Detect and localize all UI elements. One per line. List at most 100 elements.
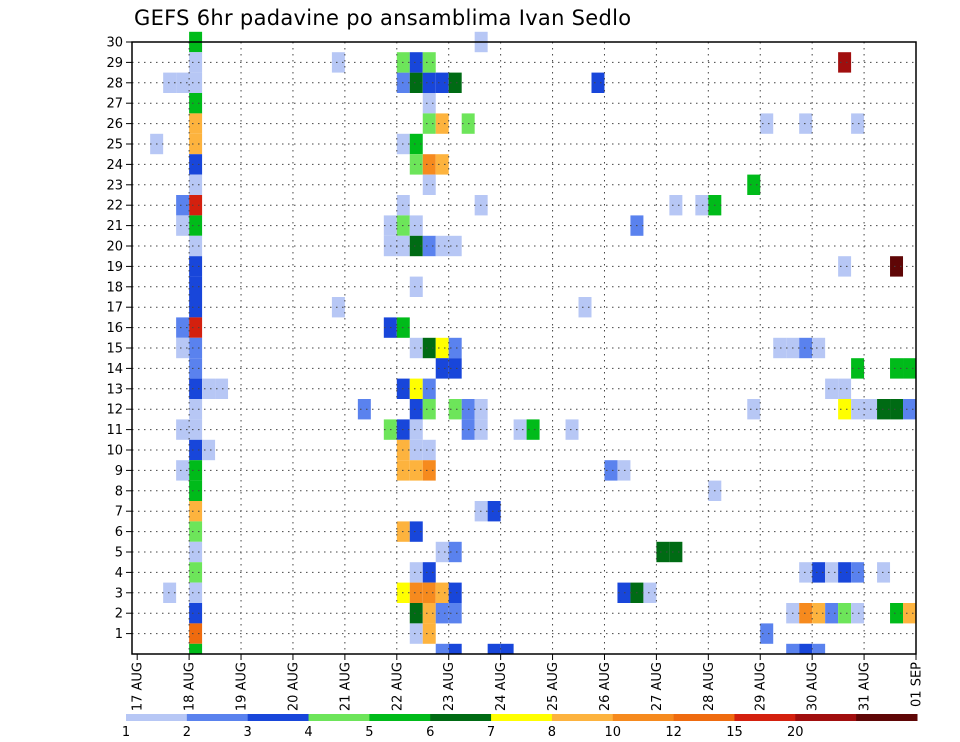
heatmap-cell (812, 337, 826, 359)
heatmap-cell (773, 337, 787, 359)
heatmap-cell (176, 215, 190, 236)
colorbar-swatch (126, 714, 188, 721)
heatmap-cell (409, 603, 423, 624)
colorbar-label: 10 (604, 725, 621, 740)
heatmap-cell (526, 419, 540, 440)
y-tick-label: 28 (106, 76, 123, 91)
heatmap-cell (189, 582, 203, 603)
x-tick-label: 30 AUG (806, 662, 821, 711)
heatmap-cell (760, 623, 774, 644)
heatmap-cell (500, 643, 514, 654)
heatmap-cell (825, 603, 839, 624)
heatmap-cell (435, 603, 449, 624)
heatmap-cell (747, 399, 761, 420)
heatmap-cell (189, 643, 203, 654)
heatmap-cell (189, 378, 203, 399)
y-tick-label: 17 (106, 301, 123, 316)
heatmap-cell (163, 72, 177, 93)
y-tick-label: 19 (106, 260, 123, 275)
x-tick-label: 23 AUG (442, 662, 457, 711)
heatmap-cell (747, 174, 761, 195)
y-tick-label: 9 (115, 464, 123, 479)
x-axis: 17 AUG 18 AUG 19 AUG 20 AUG 21 AUG 22 AUG 23 A… (131, 654, 925, 711)
heatmap-cell (189, 256, 203, 277)
heatmap-cell (189, 93, 203, 114)
y-tick-label: 25 (106, 138, 123, 153)
heatmap-cell (448, 235, 462, 257)
heatmap-cell (656, 541, 670, 563)
heatmap-cell (422, 378, 436, 399)
heatmap-cell (448, 643, 462, 654)
heatmap-cell (189, 317, 203, 338)
colorbar-label: 20 (787, 725, 804, 740)
heatmap-cell (409, 419, 423, 440)
heatmap-cell (903, 358, 916, 379)
heatmap-cell (202, 378, 216, 399)
heatmap-cell (409, 276, 423, 297)
heatmap-cell (215, 378, 229, 399)
y-tick-label: 7 (115, 505, 123, 520)
heatmap-cell (189, 623, 203, 644)
y-tick-label: 12 (106, 403, 123, 418)
heatmap-cell (409, 521, 423, 542)
y-tick-label: 13 (106, 382, 123, 397)
heatmap-cell (903, 399, 916, 420)
heatmap-cell (189, 562, 203, 583)
heatmap-cell (189, 439, 203, 461)
colorbar-label: 15 (726, 725, 743, 740)
heatmap-cell (851, 358, 865, 379)
heatmap-cell (669, 541, 683, 563)
chart-title: GEFS 6hr padavine po ansamblima Ivan Sed… (134, 6, 632, 30)
y-tick-label: 24 (106, 158, 123, 173)
colorbar-label: 7 (487, 725, 495, 740)
x-tick-label: 19 AUG (235, 662, 250, 711)
heatmap-cell (176, 195, 190, 216)
heatmap-cell (422, 72, 436, 93)
heatmap-cell (422, 52, 436, 73)
x-tick-label: 27 AUG (650, 662, 665, 711)
heatmap-cell (786, 643, 800, 654)
colorbar-swatch (491, 714, 553, 721)
heatmap-cell (202, 439, 216, 461)
heatmap-cell (176, 72, 190, 93)
heatmap-cell (669, 195, 683, 216)
heatmap-cell (189, 541, 203, 563)
heatmap-cell (422, 113, 436, 134)
heatmap-cell (409, 52, 423, 73)
y-tick-label: 5 (115, 546, 123, 561)
heatmap-cell (189, 235, 203, 257)
heatmap-cell (409, 235, 423, 257)
heatmap-cell (799, 643, 813, 654)
heatmap-cell (435, 72, 449, 93)
y-tick-label: 14 (106, 362, 123, 377)
heatmap-cell (409, 154, 423, 175)
heatmap-cell (422, 93, 436, 114)
heatmap-cell (176, 337, 190, 359)
heatmap-cell (189, 419, 203, 440)
y-tick-label: 26 (106, 117, 123, 132)
heatmap-cell (409, 337, 423, 359)
colorbar: 1 2 3 4 5 6 7 8 10 12 15 20 (122, 714, 918, 740)
heatmap-cell (409, 562, 423, 583)
heatmap-cell (163, 582, 177, 603)
heatmap-cell (409, 215, 423, 236)
colorbar-label: 1 (122, 725, 130, 740)
x-tick-label: 20 AUG (286, 662, 301, 711)
heatmap-cell (435, 582, 449, 603)
colorbar-label: 12 (665, 725, 682, 740)
colorbar-swatch (856, 714, 918, 721)
y-tick-label: 11 (106, 423, 123, 438)
heatmap-cell (448, 72, 462, 93)
heatmap-cell (189, 603, 203, 624)
heatmap-cell (409, 378, 423, 399)
y-tick-label: 20 (106, 240, 123, 255)
y-tick-label: 21 (106, 219, 123, 234)
heatmap-cell (435, 541, 449, 563)
heatmap-cell (838, 52, 852, 73)
heatmap-cell (435, 154, 449, 175)
y-tick-label: 8 (115, 484, 123, 499)
heatmap-cell (189, 154, 203, 175)
heatmap-cell (176, 317, 190, 338)
heatmap-cell (890, 256, 904, 277)
